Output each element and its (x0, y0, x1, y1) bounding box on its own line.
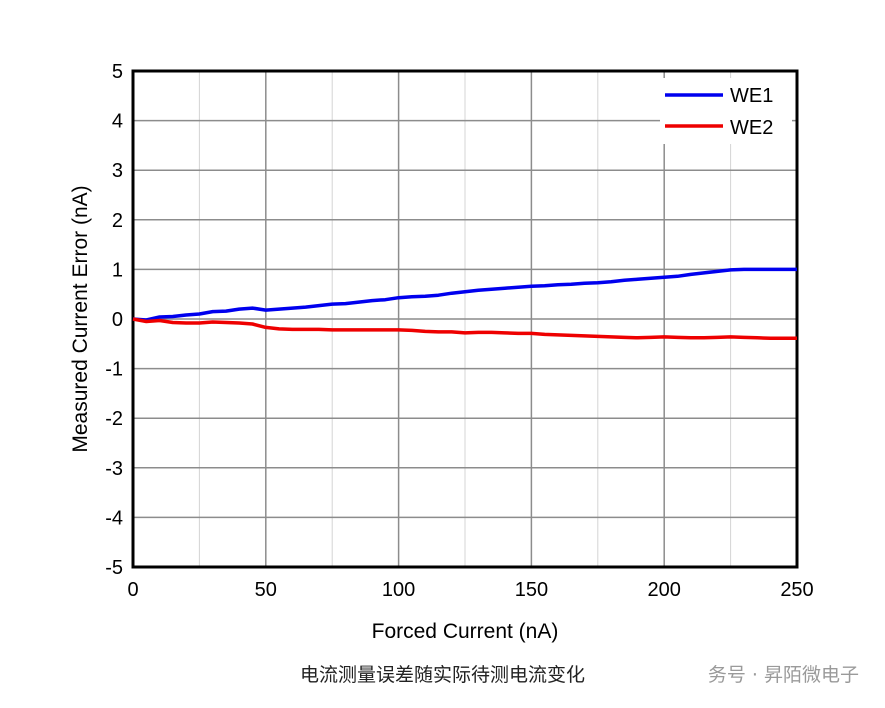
y-tick-label: 5 (112, 61, 123, 83)
x-tick-label: 200 (648, 579, 681, 601)
x-axis-label: Forced Current (nA) (372, 620, 559, 643)
figure-caption: 电流测量误差随实际待测电流变化 (299, 664, 585, 686)
y-tick-label: -4 (105, 507, 123, 529)
y-tick-label: 0 (112, 309, 123, 331)
legend-label-we2: WE2 (730, 117, 773, 139)
tick-labels: 0 50 100 150 200 250 -5 -4 -3 -2 -1 0 1 2 3 4 5 (105, 61, 813, 601)
x-tick-label: 250 (780, 579, 813, 601)
series-line-we2 (132, 317, 797, 341)
y-tick-label: 1 (112, 259, 123, 281)
x-tick-label: 0 (127, 579, 138, 601)
y-tick-label: 4 (112, 111, 123, 133)
y-tick-label: -5 (105, 557, 123, 579)
y-axis-label: Measured Current Error (nA) (69, 185, 92, 452)
watermark: 务号 · 昇陌微电子 (707, 664, 859, 686)
x-tick-label: 50 (255, 579, 277, 601)
legend: WE1 WE2 (660, 78, 792, 144)
y-tick-label: -3 (105, 458, 123, 480)
x-tick-label: 150 (515, 579, 548, 601)
x-tick-label: 100 (382, 579, 415, 601)
series-line-we1 (132, 267, 797, 322)
y-tick-label: -1 (105, 359, 123, 381)
legend-background (660, 78, 792, 144)
legend-label-we1: WE1 (730, 85, 773, 107)
grid (132, 70, 798, 568)
series-layer (132, 267, 797, 341)
y-tick-label: -2 (105, 408, 123, 430)
y-tick-label: 3 (112, 160, 123, 182)
y-tick-label: 2 (112, 210, 123, 232)
